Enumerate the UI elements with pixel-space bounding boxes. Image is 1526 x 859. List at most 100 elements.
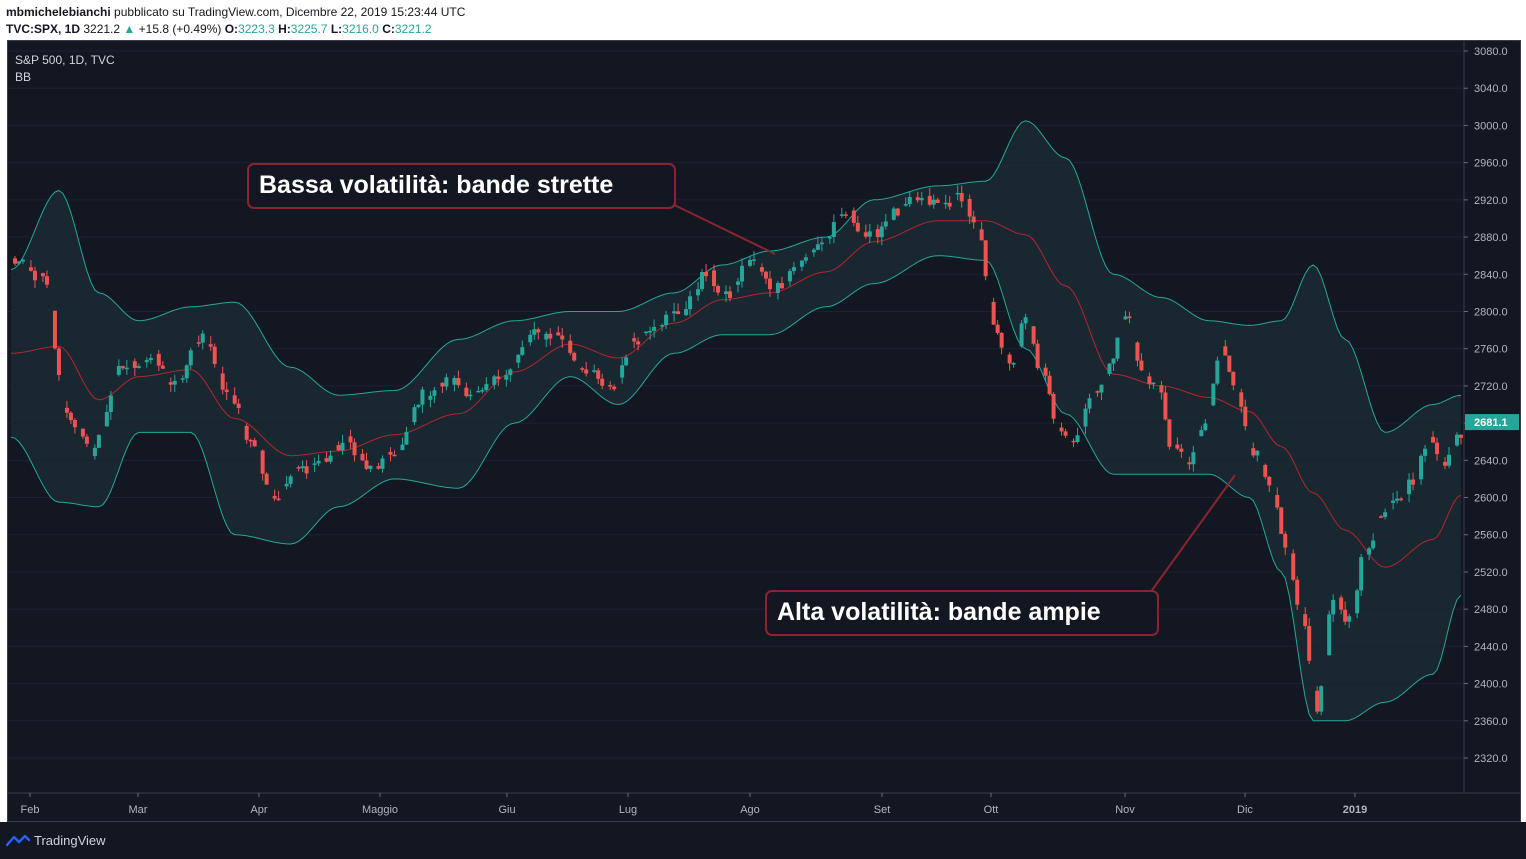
callout-low-volatility[interactable]: Bassa volatilità: bande strette [247,163,676,209]
time-axis[interactable]: Feb Mar Apr Maggio Giu Lug Ago Set Ott Nov Dic 2019 [8,792,1520,816]
tradingview-brand[interactable]: TradingView [34,833,106,848]
candle [12,255,17,266]
candle [971,210,976,229]
bollinger-band-fill [11,120,1461,721]
candle [536,327,541,340]
callout-high-volatility[interactable]: Alta volatilità: bande ampie [765,590,1159,636]
candle [568,334,573,356]
candle [779,276,784,289]
candle [104,404,109,427]
candle [1035,339,1040,371]
candle [1315,686,1320,714]
candle [1443,457,1448,470]
candle [248,438,253,448]
candle [791,262,796,275]
candle [1455,432,1460,447]
candle [883,214,888,230]
candle [983,240,988,281]
candle [288,474,293,488]
x-tick-label: Nov [1115,804,1135,816]
candle [416,404,421,409]
candle [751,251,756,266]
candle [1283,531,1288,556]
candle [1367,546,1372,561]
candle [412,404,417,425]
candle [903,197,908,207]
candle [212,343,217,368]
candle [348,429,353,450]
candle [1327,610,1332,656]
candle [400,437,405,451]
price-axis[interactable]: 3080.0 3040.0 3000.0 2960.0 2920.0 2880.0 2840… [1463,41,1519,793]
candle [584,361,589,377]
candle [696,281,701,301]
candle [735,277,740,293]
candle [931,194,936,209]
candle [376,462,381,470]
candle [1459,434,1463,445]
chart-header: mbmichelebianchi pubblicato su TradingVi… [0,0,1526,40]
candle [28,260,33,272]
candle [652,319,657,338]
candle [907,191,912,208]
indicator-legend[interactable]: BB [15,70,32,84]
y-tick-label: 2360.0 [1474,716,1508,728]
candle [955,185,960,201]
candle [16,260,21,266]
low-value: 3216.0 [342,22,379,36]
candle [136,363,141,369]
y-tick-label: 2520.0 [1474,567,1508,579]
candle [252,437,257,447]
high-value: 3225.7 [290,22,328,36]
candle [1071,438,1076,447]
candle [1431,431,1436,443]
candle [336,441,341,451]
candle [160,361,165,369]
candle [1267,475,1272,493]
candle [712,264,717,293]
y-tick-label: 3040.0 [1474,83,1508,95]
candle [196,335,201,347]
last-price: 3221.2 [83,22,121,36]
candle [420,386,425,413]
candle [84,433,89,447]
publication-line: mbmichelebianchi pubblicato su TradingVi… [6,5,465,19]
candle [803,253,808,264]
candle [1159,380,1164,400]
candle [64,400,69,419]
candle [875,224,880,244]
tradingview-logo-icon[interactable] [6,834,30,847]
candle [1251,442,1256,458]
candle [528,329,533,346]
candle [284,475,289,490]
candle [1031,325,1036,346]
candle [144,357,149,368]
candle [56,346,61,381]
candle [819,236,824,252]
candle [1203,418,1208,432]
candle [1407,473,1412,503]
author-name[interactable]: mbmichelebianchi [6,5,111,19]
candle [1023,313,1028,330]
candle [132,358,137,376]
candle [827,236,832,244]
last-price-tag-label: 2681.1 [1474,417,1508,429]
candle [728,286,733,302]
candle [1167,419,1172,450]
candle [688,290,693,316]
candle [927,187,932,207]
x-tick-label: Giu [498,804,515,816]
candle [108,391,113,420]
candle [851,207,856,227]
candle [959,185,964,208]
candle [672,302,677,322]
bb-basis-line [10,220,1462,568]
series-legend-title[interactable]: S&P 500, 1D, TVC [15,53,115,67]
y-tick-label: 2880.0 [1474,232,1508,244]
candle [1383,508,1388,520]
candle [184,364,189,383]
candle [1135,341,1140,367]
candle [468,389,473,401]
x-tick-label: Dic [1237,804,1253,816]
